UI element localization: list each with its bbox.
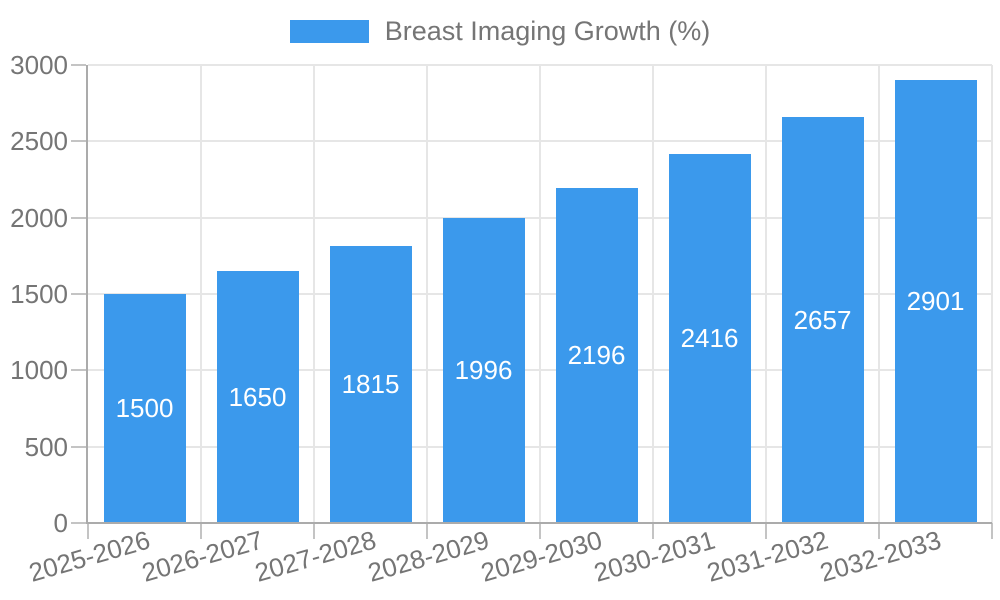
- bar[interactable]: [555, 187, 638, 522]
- x-axis-label: 2028-2029: [364, 524, 493, 588]
- x-tick: [426, 523, 428, 539]
- x-axis-label: 2029-2030: [477, 524, 606, 588]
- bar-value-label: 2416: [680, 323, 739, 354]
- x-axis-label: 2027-2028: [251, 524, 380, 588]
- bar-value-label: 1650: [228, 381, 287, 412]
- legend-label: Breast Imaging Growth (%): [384, 16, 711, 46]
- y-axis-label: 1500: [10, 279, 68, 309]
- v-gridline: [539, 65, 541, 523]
- x-axis-label: 2026-2027: [138, 524, 267, 588]
- x-axis-label: 2031-2032: [703, 524, 832, 588]
- y-tick: [71, 216, 86, 219]
- bar-value-label: 2657: [793, 304, 852, 335]
- y-tick: [71, 522, 86, 524]
- x-axis-label: 2030-2031: [590, 524, 719, 588]
- bar[interactable]: [894, 80, 977, 522]
- v-gridline: [652, 65, 654, 523]
- v-gridline: [878, 65, 880, 523]
- x-tick: [765, 523, 767, 539]
- bar[interactable]: [781, 117, 864, 522]
- y-tick: [71, 293, 86, 295]
- legend-swatch-icon: [289, 20, 369, 43]
- y-tick: [71, 445, 86, 448]
- bar-value-label: 2196: [567, 339, 626, 370]
- x-tick: [878, 523, 880, 539]
- bar-value-label: 2901: [906, 286, 965, 317]
- y-tick: [71, 369, 86, 372]
- y-axis-label: 0: [53, 508, 68, 538]
- y-tick: [71, 140, 86, 143]
- bar[interactable]: [329, 245, 412, 522]
- x-tick: [652, 523, 654, 539]
- bar[interactable]: [216, 271, 299, 522]
- x-axis-label: 2032-2033: [816, 524, 945, 588]
- y-tick: [71, 64, 86, 66]
- x-tick: [539, 523, 541, 539]
- x-tick: [313, 523, 315, 539]
- bar-value-label: 1815: [341, 368, 400, 399]
- bar[interactable]: [103, 294, 186, 522]
- v-gridline: [991, 65, 993, 523]
- bar-value-label: 1500: [115, 393, 174, 423]
- v-gridline: [765, 65, 767, 523]
- y-axis-label: 1000: [10, 355, 68, 386]
- y-axis-label: 500: [24, 431, 68, 462]
- v-gridline: [313, 65, 315, 523]
- y-axis-line: [86, 65, 88, 524]
- bar-value-label: 1996: [454, 355, 513, 386]
- y-axis-label: 2500: [10, 126, 68, 157]
- x-tick: [87, 523, 89, 539]
- y-axis-label: 3000: [10, 50, 68, 80]
- legend[interactable]: Breast Imaging Growth (%): [0, 16, 1000, 47]
- x-tick: [200, 523, 202, 539]
- bar[interactable]: [668, 154, 751, 522]
- v-gridline: [200, 65, 202, 523]
- x-tick: [991, 523, 993, 539]
- x-axis-line: [86, 522, 992, 524]
- bar[interactable]: [442, 218, 525, 522]
- y-axis-label: 2000: [10, 202, 68, 233]
- v-gridline: [426, 65, 428, 523]
